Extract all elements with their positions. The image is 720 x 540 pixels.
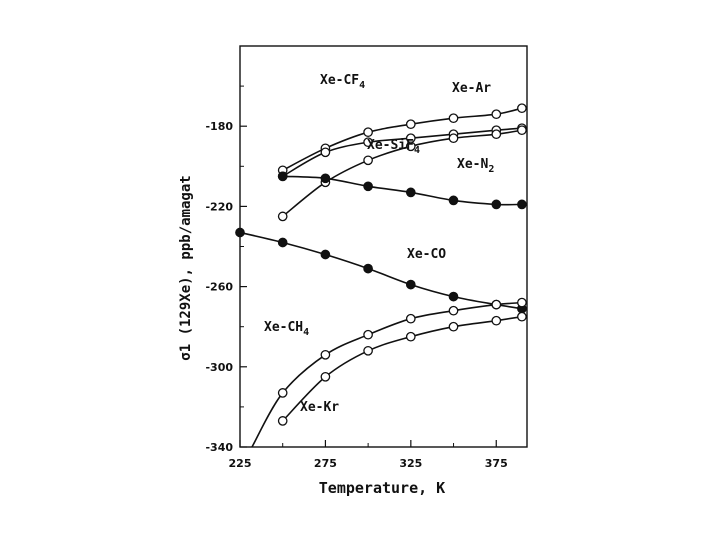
y-tick-label: -300 [205,361,233,374]
data-point-xe-ch4 [517,297,527,308]
x-tick-label: 275 [314,457,337,470]
data-point-xe-cf4 [405,119,416,130]
data-point-xe-ch4 [320,349,331,360]
y-tick-label: -260 [205,281,233,294]
series-label-xe-cf4: Xe-CF4 [320,73,365,91]
data-point-xe-co [277,237,288,248]
data-point-xe-kr [405,331,416,342]
data-point-xe-sif4 [491,129,502,140]
y-tick-label: -220 [205,200,233,213]
series-label-main: Xe-CO [407,247,446,262]
data-point-xe-n2 [363,181,373,192]
data-point-xe-kr [517,311,527,322]
data-point-xe-n2 [491,199,502,210]
data-point-xe-co [448,291,459,302]
series-line-xe-n2 [282,175,522,206]
series-label-main: Xe-SiF [367,138,414,153]
data-point-xe-ch4 [405,313,416,324]
series-label-xe-n2: Xe-N2 [457,157,494,175]
data-point-xe-ar [363,137,373,148]
data-point-xe-kr [491,315,502,326]
data-point-xe-sif4 [405,141,416,152]
data-point-xe-kr [320,371,331,382]
data-point-xe-cf4 [517,103,527,114]
data-point-xe-sif4 [277,211,288,222]
y-tick-label: -180 [205,120,233,133]
data-point-xe-co [405,279,416,290]
series-label-main: Xe-CH [264,320,303,335]
data-point-xe-n2 [277,171,288,182]
data-point-xe-sif4 [363,155,373,166]
data-point-xe-kr [363,345,373,356]
series-label-main: Xe-Ar [452,81,491,96]
series-label-subscript: 4 [303,327,309,338]
data-point-xe-ch4 [363,329,373,340]
x-axis-title: Temperature, K [319,479,445,497]
axes: 225 275 325 375 -180 -220 -260 -300 -340 [205,45,528,470]
series-label-main: Xe-Kr [300,400,339,415]
series-label-xe-kr: Xe-Kr [300,400,339,415]
series-label-xe-co: Xe-CO [407,247,446,262]
x-tick-label: 325 [399,457,422,470]
data-point-xe-ar [320,147,331,158]
data-point-xe-sif4 [517,125,527,136]
data-point-xe-cf4 [491,109,502,120]
data-point-xe-kr [277,416,288,426]
data-point-xe-ch4 [448,305,459,316]
series-label-main: Xe-N [457,157,488,172]
data-point-xe-co [235,227,245,238]
data-point-xe-sif4 [448,133,459,144]
data-point-xe-ch4 [491,299,502,310]
data-point-xe-kr [448,321,459,332]
x-tick-label: 225 [229,457,252,470]
data-point-xe-n2 [448,195,459,206]
data-point-xe-co [363,263,373,274]
data-point-xe-n2 [517,199,527,210]
y-tick-label: -340 [205,441,233,454]
series-label-subscript: 2 [488,164,494,175]
series-label-main: Xe-CF [320,73,359,88]
y-axis-title: σ1 (129Xe), ppb/amagat [178,175,194,360]
data-point-xe-cf4 [363,127,373,138]
data-point-xe-cf4 [448,113,459,124]
series-label-xe-ar: Xe-Ar [452,81,491,96]
data-point-xe-n2 [405,187,416,198]
data-point-xe-co [320,249,331,260]
data-point-xe-ch4 [277,388,288,398]
series-label-xe-sif4: Xe-SiF4 [367,138,420,156]
data-point-xe-n2 [320,173,331,184]
series-markers [235,103,527,426]
series-label-subscript: 4 [359,80,365,91]
x-tick-label: 375 [485,457,508,470]
series-label-xe-ch4: Xe-CH4 [264,320,309,338]
series-label-subscript: 4 [414,145,420,156]
